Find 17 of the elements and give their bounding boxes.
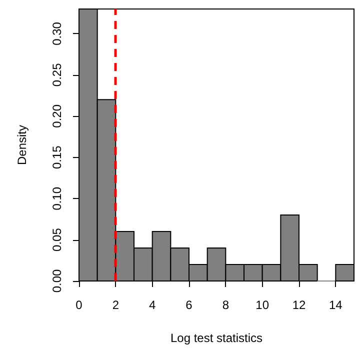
y-axis-title: Density bbox=[15, 124, 29, 166]
y-tick-label: 0.20 bbox=[50, 104, 64, 128]
x-tick-label: 0 bbox=[76, 298, 83, 312]
y-tick-label: 0.10 bbox=[50, 186, 64, 210]
y-tick-label: 0.30 bbox=[50, 22, 64, 46]
x-tick-label: 6 bbox=[186, 298, 193, 312]
x-axis-title: Log test statistics bbox=[170, 331, 263, 345]
y-tick-label: 0.15 bbox=[50, 145, 64, 170]
x-tick-label: 8 bbox=[222, 298, 230, 312]
x-tick-label: 14 bbox=[328, 298, 343, 312]
y-tick-label: 0.05 bbox=[50, 228, 64, 252]
x-tick-label: 4 bbox=[148, 298, 156, 312]
x-tick-label: 12 bbox=[292, 298, 306, 312]
y-tick-label: 0.00 bbox=[50, 269, 64, 293]
x-tick-label: 10 bbox=[256, 298, 270, 312]
x-tick-label: 2 bbox=[112, 298, 120, 312]
y-tick-label: 0.25 bbox=[50, 62, 64, 87]
